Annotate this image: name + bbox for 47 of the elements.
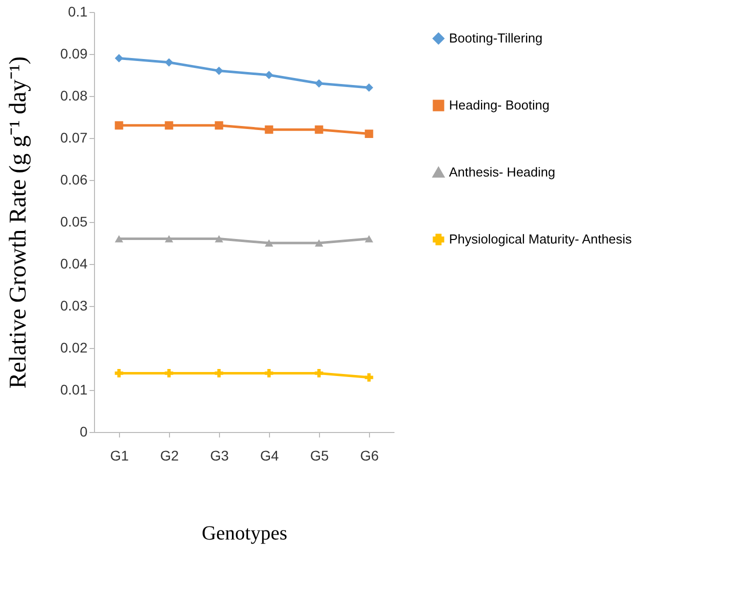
point [114, 54, 124, 62]
point [214, 66, 224, 75]
point [264, 369, 274, 378]
y-tick-label: 0.04 [60, 256, 88, 272]
x-axis-title: Genotypes [202, 522, 288, 544]
point [214, 121, 224, 130]
legend-label: Anthesis- Heading [449, 164, 556, 180]
point [314, 239, 324, 247]
point [114, 121, 124, 130]
point [364, 373, 374, 382]
y-tick-label: 0.02 [60, 340, 88, 356]
point [114, 235, 124, 242]
point [164, 58, 174, 67]
y-tick-label: 0.06 [60, 172, 88, 188]
point [164, 369, 174, 378]
point [364, 130, 374, 138]
x-tick-label: G4 [260, 448, 280, 464]
y-tick-label: 0.1 [68, 4, 88, 20]
point [214, 235, 224, 242]
legend-label: Physiological Maturity- Anthesis [449, 232, 632, 246]
point [164, 235, 174, 242]
y-tick-label: 0.05 [60, 214, 88, 230]
point [364, 83, 374, 92]
y-axis-title: Relative Growth Rate (g g⁻¹ day⁻¹) [5, 56, 32, 389]
y-tick-label: 0.03 [60, 298, 88, 314]
y-tick-label: 0 [80, 424, 88, 440]
point [264, 70, 274, 80]
x-tick-label: G3 [210, 448, 230, 464]
y-tick-label: 0.08 [60, 88, 88, 104]
point [314, 79, 324, 88]
point [164, 121, 174, 130]
point [314, 125, 324, 134]
x-tick-label: G6 [360, 448, 380, 464]
legend-label: Booting-Tillering [449, 30, 542, 46]
x-tick-label: G5 [310, 448, 330, 464]
y-tick-label: 0.01 [60, 382, 88, 398]
x-tick-label: G1 [110, 448, 130, 464]
point [364, 235, 374, 242]
point [264, 125, 274, 134]
legend-label: Heading- Booting [449, 98, 550, 112]
y-tick-label: 0.09 [60, 46, 88, 62]
y-tick-label: 0.07 [60, 130, 88, 146]
point [114, 369, 124, 378]
point [214, 369, 224, 378]
point [264, 239, 274, 247]
point [314, 369, 324, 378]
x-tick-label: G2 [160, 448, 180, 464]
